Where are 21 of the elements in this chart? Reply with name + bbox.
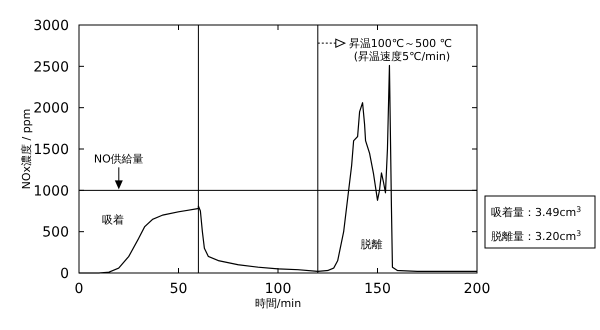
- y-tick-label: 3000: [33, 18, 69, 34]
- annotation: 昇温100℃～500 ℃: [348, 37, 452, 50]
- y-tick-label: 0: [60, 266, 69, 282]
- y-tick-label: 500: [42, 224, 69, 241]
- y-tick-label: 2500: [33, 59, 69, 76]
- ref-line-label: NO供給量: [94, 152, 144, 166]
- y-axis-title: NOx濃度 / ppm: [20, 108, 33, 190]
- y-tick-label: 2000: [33, 100, 69, 117]
- annotation: (昇温速度5℃/min): [354, 50, 450, 64]
- text: 吸着量：3.49cm$^{3}$: [491, 204, 582, 219]
- x-tick-label: 50: [170, 281, 188, 297]
- x-tick-label: 150: [364, 281, 391, 297]
- x-tick-label: 200: [464, 281, 490, 297]
- y-tick-label: 1000: [33, 183, 69, 200]
- text: 脱離量：3.20cm$^{3}$: [491, 228, 582, 243]
- x-axis-title: 時間/min: [254, 297, 302, 310]
- annotation: 吸着: [102, 213, 124, 226]
- x-tick-label: 0: [74, 281, 84, 297]
- annotation: 脱離: [360, 238, 383, 252]
- y-tick-label: 1500: [33, 142, 69, 158]
- x-tick-label: 100: [264, 281, 292, 297]
